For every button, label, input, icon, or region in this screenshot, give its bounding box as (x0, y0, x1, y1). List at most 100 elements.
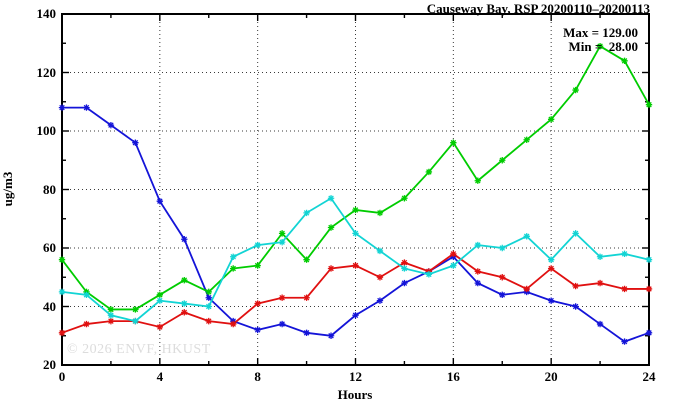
y-tick-label-140: 140 (36, 6, 57, 21)
series-cyan-marker (181, 300, 188, 307)
x-axis-label: Hours (337, 387, 373, 402)
series-red-marker (547, 265, 555, 272)
series-green-marker (621, 57, 628, 64)
series-blue-marker (547, 297, 555, 304)
series-red-marker (254, 300, 261, 307)
series-red-marker (621, 285, 628, 293)
series-blue-marker (474, 279, 481, 287)
series-green-marker (327, 224, 335, 231)
series-blue-marker (645, 329, 653, 337)
stat-max-label: Max = 129.00 (563, 25, 638, 40)
series-red-marker (401, 259, 408, 266)
series-cyan-marker (401, 265, 408, 272)
series-red-marker (205, 317, 212, 325)
series-cyan-marker (58, 288, 66, 296)
series-blue-marker (499, 291, 506, 298)
series-green-marker (376, 209, 384, 217)
series-green-marker (499, 157, 506, 164)
stat-min-label: Min = 28.00 (568, 39, 638, 54)
series-red-marker (450, 250, 457, 258)
series-red-marker (645, 285, 653, 293)
series-red-marker (523, 285, 530, 293)
series-cyan-marker (327, 195, 335, 202)
series-green-marker (303, 256, 310, 263)
series-red-marker (352, 262, 359, 269)
series-blue-marker (352, 312, 359, 319)
series-red-marker (278, 294, 286, 301)
series-green-marker (254, 262, 261, 269)
y-tick-label-40: 40 (43, 298, 56, 314)
series-green-marker (547, 116, 555, 123)
series-cyan-marker (107, 312, 115, 319)
series-green-marker (523, 136, 530, 143)
x-tick-label-12: 12 (349, 369, 362, 384)
series-blue-marker (58, 104, 66, 111)
series-green-marker (450, 139, 457, 146)
series-green-marker (425, 168, 433, 176)
series-blue-marker (254, 326, 261, 334)
x-tick-label-4: 4 (156, 369, 164, 384)
y-tick-label-20: 20 (43, 357, 56, 372)
series-cyan-marker (303, 209, 310, 217)
series-cyan-marker (621, 250, 628, 258)
series-red-marker (230, 320, 237, 328)
series-green-marker (181, 276, 188, 284)
series-red-marker (474, 268, 481, 275)
series-blue-marker (401, 279, 408, 287)
watermark-text: © 2026 ENVF, HKUST (67, 342, 211, 357)
series-cyan-marker (156, 297, 164, 304)
x-tick-label-24: 24 (642, 369, 656, 384)
y-tick-label-80: 80 (43, 181, 56, 197)
y-tick-label-120: 120 (36, 64, 57, 80)
x-tick-label-20: 20 (544, 369, 558, 384)
series-cyan-marker (425, 271, 433, 278)
series-green-marker (352, 206, 359, 214)
series-blue-marker (181, 236, 188, 243)
series-green-marker (230, 265, 237, 272)
series-green-marker (58, 256, 66, 263)
series-red-marker (327, 265, 335, 272)
series-blue-marker (572, 303, 579, 310)
x-tick-label-8: 8 (254, 369, 261, 384)
series-red-marker (303, 294, 310, 301)
series-green-marker (205, 288, 212, 296)
series-blue-marker (596, 320, 604, 328)
series-red-marker (572, 282, 579, 290)
y-tick-label-100: 100 (36, 123, 57, 138)
x-tick-label-0: 0 (58, 369, 66, 384)
series-red-marker (83, 320, 90, 328)
series-green-marker (572, 86, 579, 94)
y-tick-label-60: 60 (43, 240, 56, 255)
series-green-marker (645, 101, 653, 108)
series-cyan-marker (547, 256, 555, 263)
series-red-marker (181, 309, 188, 316)
series-blue-marker (376, 297, 384, 304)
series-green-marker (107, 306, 115, 313)
series-blue-marker (205, 294, 212, 301)
series-red-marker (596, 279, 604, 287)
chart-title: Causeway Bay, RSP 20200110–20200113 (426, 1, 650, 16)
series-blue-marker (132, 139, 139, 146)
series-blue-marker (278, 320, 286, 328)
series-red-marker (499, 274, 506, 281)
series-green-marker (474, 177, 481, 184)
series-cyan-marker (83, 291, 90, 298)
series-cyan-marker (352, 230, 359, 237)
series-cyan-marker (230, 253, 237, 260)
series-cyan-marker (499, 244, 506, 252)
series-blue-marker (303, 329, 310, 337)
series-cyan-marker (645, 256, 653, 263)
series-green-marker (278, 230, 286, 237)
series-cyan-marker (572, 230, 579, 237)
y-axis-label: ug/m3 (0, 171, 15, 207)
series-blue-marker (327, 332, 335, 339)
series-red-marker (156, 323, 164, 331)
series-red-marker (58, 329, 66, 337)
series-red-marker (376, 274, 384, 281)
series-green-marker (132, 306, 139, 313)
series-green-marker (401, 195, 408, 202)
series-cyan-marker (523, 233, 530, 240)
series-blue-marker (156, 198, 164, 205)
